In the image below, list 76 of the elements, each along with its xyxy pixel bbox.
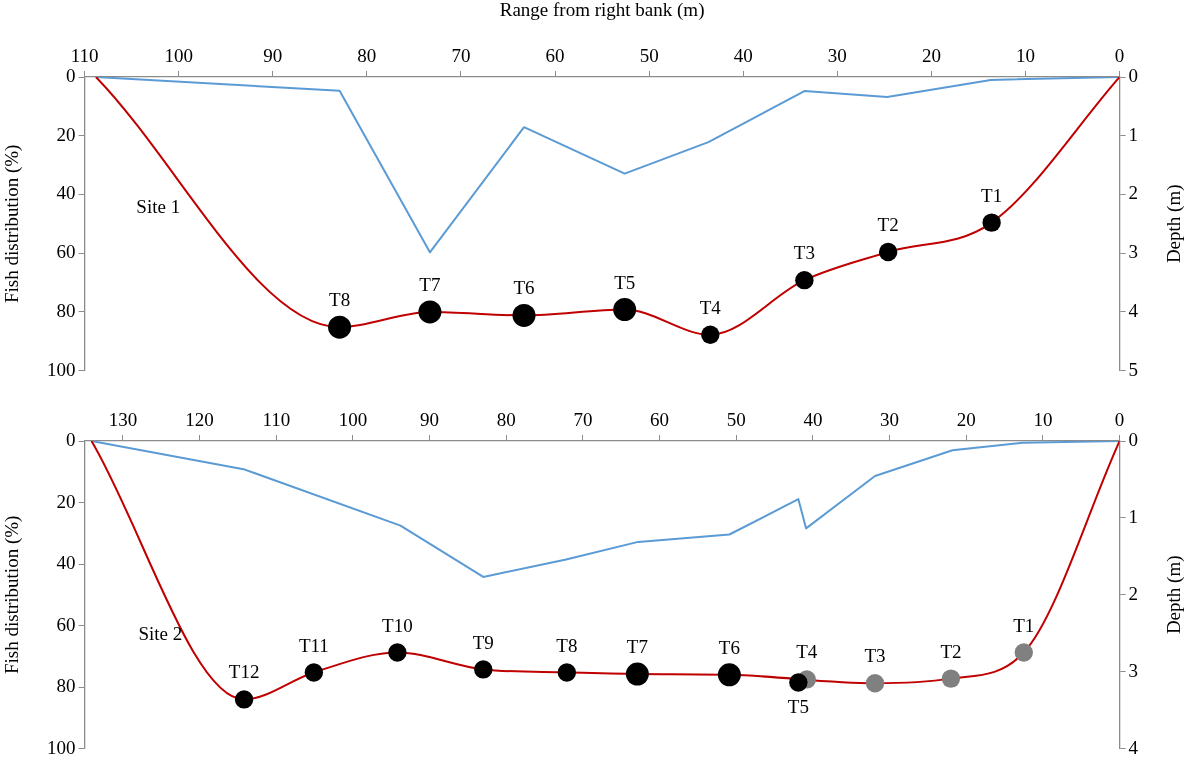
x-tick-label: 120 [185,408,214,430]
x-tick-label: 30 [827,44,847,66]
y2-tick-label: 3 [1128,241,1139,263]
annotation: Site 2 [138,622,183,644]
x-tick-label: 70 [451,44,471,66]
x-tick-label: 20 [956,408,976,430]
y2-tick-label: 2 [1128,582,1139,604]
y2-axis-title: Depth (m) [1162,184,1184,264]
x-tick-label: 30 [880,408,900,430]
annotation: T4 [699,296,722,318]
x-axis-title: Range from right bank (m) [499,0,705,22]
y-axis-title: Fish distribution (%) [1,144,24,303]
annotation: T4 [796,641,818,663]
y-tick-label: 20 [56,123,76,145]
annotation: T12 [228,661,260,683]
x-tick-label: 60 [545,44,565,66]
x-tick-label: 0 [1114,44,1125,66]
y-tick-label: 0 [66,64,76,86]
annotation: T3 [793,242,815,264]
y-tick-label: 60 [56,613,76,635]
y2-tick-label: 2 [1128,182,1139,204]
x-tick-label: 130 [108,408,138,430]
y-tick-label: 100 [47,736,76,758]
annotation: T9 [472,631,494,653]
y-tick-label: 60 [56,241,76,263]
y2-tick-label: 0 [1128,428,1139,450]
y-axis-title: Fish distribution (%) [1,515,24,674]
y-tick-label: 20 [56,490,76,512]
x-tick-label: 10 [1016,44,1036,66]
x-tick-label: 20 [921,44,941,66]
y-tick-label: 40 [56,552,76,574]
annotation: T8 [556,634,578,656]
y2-tick-label: 3 [1128,659,1139,681]
annotation: Site 1 [136,195,181,217]
y2-tick-label: 5 [1128,358,1139,380]
x-tick-label: 90 [263,44,283,66]
annotation: T3 [864,645,886,667]
x-tick-label: 110 [70,44,99,66]
annotation: T1 [1013,614,1035,636]
x-tick-label: 100 [338,408,368,430]
x-tick-label: 0 [1114,408,1125,430]
annotation: T7 [419,273,441,295]
x-tick-label: 10 [1033,408,1053,430]
annotation: T2 [940,640,962,662]
y-tick-label: 0 [66,428,76,450]
x-tick-label: 50 [639,44,659,66]
annotation: T2 [877,213,899,235]
annotation: T8 [329,289,351,311]
y-tick-label: 40 [56,182,76,204]
x-tick-label: 60 [650,408,670,430]
annotation: T11 [298,634,329,656]
annotation: T6 [513,277,535,299]
x-tick-label: 80 [496,408,516,430]
x-tick-label: 40 [733,44,753,66]
x-tick-label: 80 [357,44,377,66]
annotation: T7 [626,636,648,658]
x-tick-label: 110 [262,408,291,430]
x-tick-label: 40 [803,408,823,430]
annotation: T5 [614,271,636,293]
y-tick-label: 80 [56,299,76,321]
annotation: T1 [981,184,1003,206]
y2-tick-label: 4 [1128,299,1139,321]
annotation: T6 [718,636,740,658]
annotation: T5 [787,696,809,718]
annotation: T10 [382,614,413,636]
x-tick-label: 50 [726,408,746,430]
y2-tick-label: 1 [1128,123,1139,145]
y-tick-label: 100 [47,358,76,380]
y-tick-label: 80 [56,675,76,697]
y2-tick-label: 1 [1128,505,1139,527]
x-tick-label: 90 [420,408,440,430]
y2-tick-label: 0 [1128,64,1139,86]
x-tick-label: 100 [164,44,193,66]
y2-axis-title: Depth (m) [1162,555,1184,635]
y2-tick-label: 4 [1128,736,1139,758]
x-tick-label: 70 [573,408,593,430]
